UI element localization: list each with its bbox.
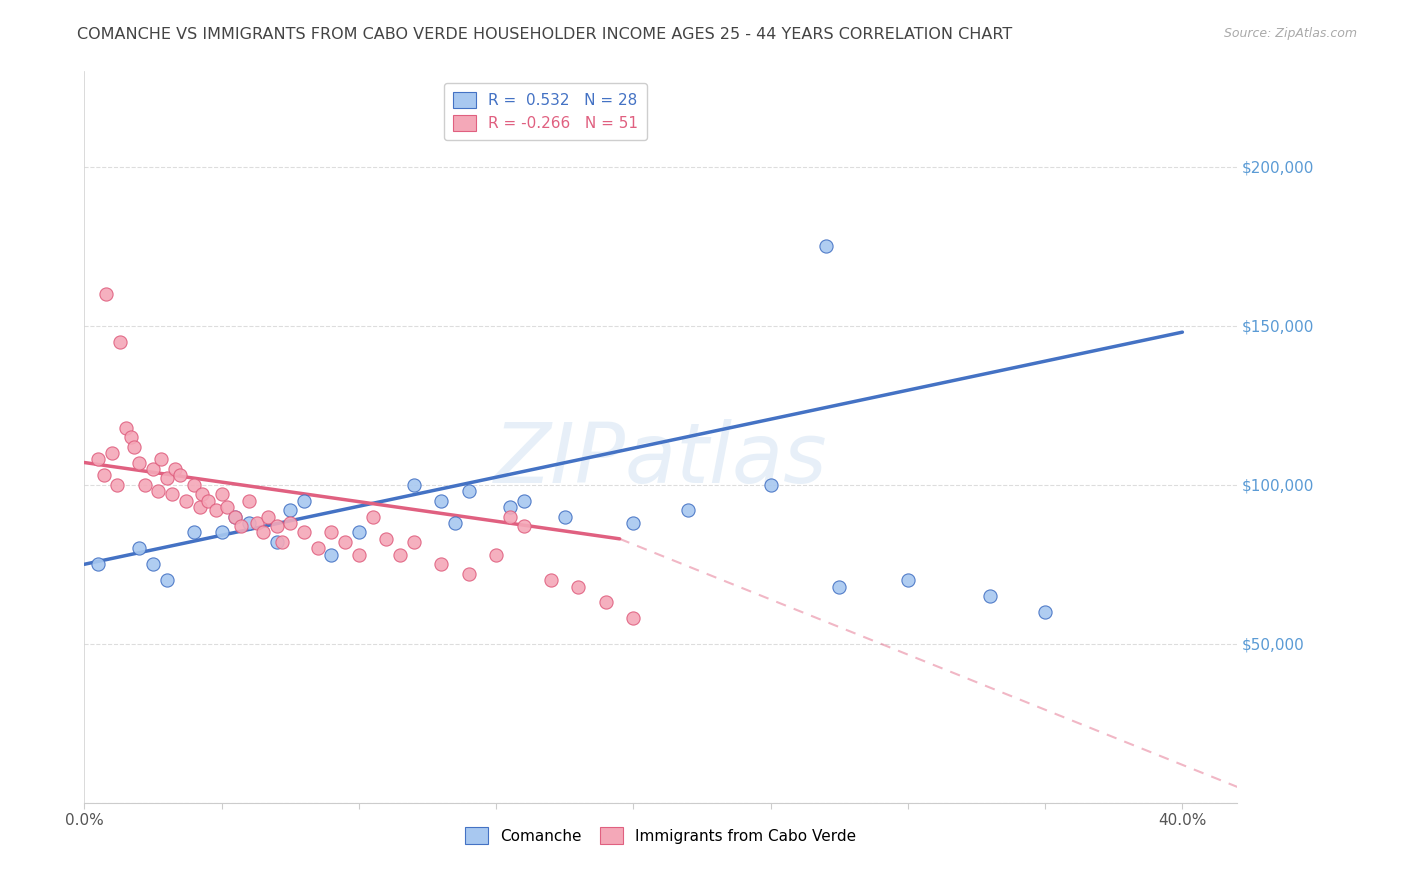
Point (828, 580, 851, 594)
Point (499, 500, 522, 514)
Point (361, 509, 384, 524)
Point (375, 532, 398, 546)
Point (183, 525, 205, 540)
Point (292, 525, 315, 540)
Point (217, 500, 239, 514)
Point (347, 548, 370, 562)
Point (87, 452, 110, 467)
Point (188, 500, 211, 514)
Point (321, 548, 343, 562)
Point (142, 462, 165, 476)
Point (128, 456, 150, 470)
Point (759, 477, 782, 491)
Point (540, 573, 562, 587)
Point (897, 573, 920, 587)
Point (278, 503, 301, 517)
Point (278, 516, 301, 530)
Point (224, 509, 246, 524)
Point (292, 493, 315, 508)
Point (567, 580, 589, 594)
Point (621, 516, 644, 530)
Point (333, 535, 356, 549)
Point (621, 611, 644, 625)
Point (266, 535, 288, 549)
Point (444, 516, 467, 530)
Point (169, 468, 191, 483)
Point (252, 525, 274, 540)
Point (307, 541, 329, 556)
Point (191, 487, 214, 501)
Point (321, 525, 343, 540)
Point (347, 525, 370, 540)
Point (142, 558, 165, 572)
Point (402, 535, 425, 549)
Point (512, 519, 534, 533)
Point (105, 477, 128, 491)
Point (595, 595, 617, 609)
Point (150, 452, 173, 467)
Point (814, 239, 837, 253)
Point (114, 420, 136, 434)
Point (160, 487, 183, 501)
Point (229, 519, 252, 533)
Point (148, 484, 170, 499)
Point (183, 477, 205, 491)
Legend: Comanche, Immigrants from Cabo Verde: Comanche, Immigrants from Cabo Verde (460, 822, 862, 850)
Point (246, 516, 269, 530)
Point (122, 440, 145, 454)
Point (224, 509, 246, 524)
Point (93, 468, 115, 483)
Point (678, 503, 700, 517)
Point (134, 477, 156, 491)
Point (238, 493, 260, 508)
Point (257, 509, 280, 524)
Point (512, 493, 534, 508)
Point (156, 471, 179, 485)
Point (120, 430, 142, 444)
Point (87, 558, 110, 572)
Point (457, 566, 479, 581)
Point (271, 535, 294, 549)
Point (96, 287, 118, 301)
Point (554, 509, 576, 524)
Point (108, 334, 131, 349)
Point (402, 477, 425, 491)
Point (174, 493, 197, 508)
Point (389, 548, 412, 562)
Point (485, 548, 508, 562)
Point (457, 484, 479, 499)
Text: Source: ZipAtlas.com: Source: ZipAtlas.com (1223, 27, 1357, 40)
Point (128, 541, 150, 556)
Point (266, 519, 288, 533)
Point (499, 509, 522, 524)
Text: ZIPatlas: ZIPatlas (494, 418, 828, 500)
Point (156, 573, 179, 587)
Point (979, 589, 1001, 603)
Text: COMANCHE VS IMMIGRANTS FROM CABO VERDE HOUSEHOLDER INCOME AGES 25 - 44 YEARS COR: COMANCHE VS IMMIGRANTS FROM CABO VERDE H… (77, 27, 1012, 42)
Point (1033, 605, 1056, 619)
Point (197, 493, 219, 508)
Point (430, 493, 453, 508)
Point (101, 446, 124, 460)
Point (211, 525, 233, 540)
Point (238, 516, 260, 530)
Point (163, 462, 186, 476)
Point (211, 487, 233, 501)
Point (205, 503, 228, 517)
Point (430, 558, 453, 572)
